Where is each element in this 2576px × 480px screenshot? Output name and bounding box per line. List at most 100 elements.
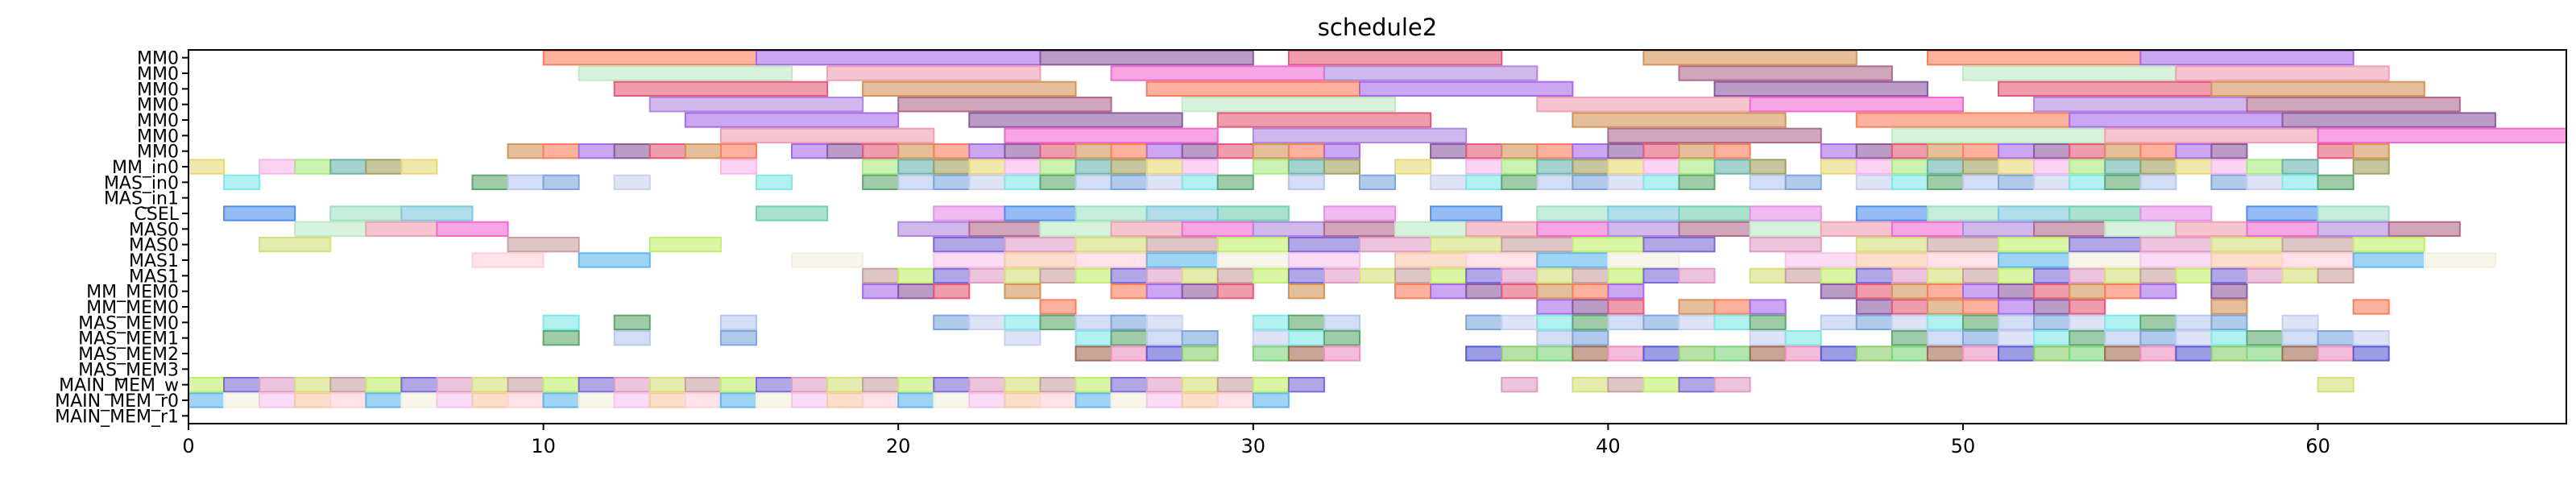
- task-bar: [1039, 174, 1077, 190]
- task-bar: [542, 392, 580, 408]
- task-bar: [1039, 314, 1077, 331]
- task-bar: [1961, 267, 2000, 284]
- task-bar: [933, 237, 1006, 253]
- task-bar: [1252, 314, 1290, 331]
- task-bar: [1961, 283, 2000, 300]
- task-bar: [1855, 267, 1893, 284]
- task-bar: [648, 97, 864, 113]
- task-bar: [862, 143, 900, 159]
- task-bar: [1110, 330, 1148, 346]
- task-bar: [400, 159, 438, 175]
- task-bar: [2033, 330, 2071, 346]
- task-bar: [1784, 267, 1822, 284]
- task-bar: [1607, 159, 1645, 175]
- task-bar: [2069, 346, 2106, 362]
- x-tick-label: 50: [1951, 435, 1976, 457]
- task-bar: [2139, 159, 2177, 175]
- row-label: MAIN_MEM_w: [59, 376, 179, 396]
- task-bar: [2139, 283, 2177, 300]
- task-bar: [1820, 221, 1893, 238]
- task-bar: [1181, 174, 1219, 190]
- task-bar: [1855, 299, 1893, 315]
- task-bar: [1536, 314, 1574, 331]
- task-bar: [1252, 143, 1290, 159]
- task-bar: [1181, 330, 1219, 346]
- task-bar: [933, 314, 971, 331]
- task-bar: [2210, 252, 2284, 268]
- task-bar: [1926, 237, 2000, 253]
- task-bar: [329, 377, 367, 393]
- task-bar: [2175, 221, 2248, 238]
- task-bar: [1998, 346, 2036, 362]
- task-bar: [1678, 205, 1751, 221]
- task-bar: [755, 377, 793, 393]
- task-bar: [897, 221, 971, 238]
- task-bar: [1891, 174, 1928, 190]
- task-bar: [2104, 346, 2142, 362]
- task-bar: [1572, 112, 1787, 128]
- task-bar: [1110, 314, 1148, 331]
- task-bar: [1287, 174, 1325, 190]
- row-label: MAS1: [129, 267, 179, 287]
- task-bar: [1110, 377, 1148, 393]
- task-bar: [1110, 283, 1148, 300]
- task-bar: [1749, 174, 1787, 190]
- task-bar: [1252, 159, 1290, 175]
- task-bar: [188, 159, 226, 175]
- task-bar: [1394, 283, 1432, 300]
- task-bar: [2104, 143, 2142, 159]
- task-bar: [933, 174, 971, 190]
- task-bar: [1394, 221, 1468, 238]
- task-bar: [1926, 283, 1964, 300]
- task-bar: [436, 392, 474, 408]
- task-bar: [1145, 159, 1183, 175]
- task-bar: [1252, 267, 1290, 284]
- task-bar: [1607, 205, 1680, 221]
- task-bar: [2069, 267, 2106, 284]
- task-bar: [968, 159, 1006, 175]
- task-bar: [1926, 267, 1964, 284]
- task-bar: [188, 392, 226, 408]
- task-bar: [2139, 143, 2177, 159]
- task-bar: [719, 377, 757, 393]
- task-bar: [2246, 205, 2319, 221]
- task-bar: [1004, 127, 1219, 143]
- task-bar: [1891, 267, 1928, 284]
- row-label: CSEL: [135, 205, 180, 225]
- task-bar: [1501, 377, 1539, 393]
- task-bar: [436, 377, 474, 393]
- task-bar: [1536, 299, 1574, 315]
- task-bar: [1607, 252, 1680, 268]
- task-bar: [1181, 221, 1254, 238]
- task-bar: [1465, 267, 1503, 284]
- task-bar: [1252, 346, 1290, 362]
- task-bar: [1145, 174, 1183, 190]
- task-bar: [2175, 65, 2390, 81]
- task-bar: [968, 112, 1183, 128]
- task-bar: [1891, 143, 1928, 159]
- task-bar: [1749, 299, 1787, 315]
- task-bar: [719, 127, 935, 143]
- task-bar: [2246, 330, 2284, 346]
- row-label: MM0: [137, 126, 179, 147]
- task-bar: [471, 174, 509, 190]
- task-bar: [1607, 346, 1645, 362]
- task-bar: [1323, 330, 1360, 346]
- task-bar: [259, 237, 332, 253]
- task-bar: [1216, 267, 1254, 284]
- task-bar: [365, 377, 403, 393]
- task-bar: [2281, 112, 2496, 128]
- task-bar: [1394, 252, 1468, 268]
- task-bar: [613, 377, 651, 393]
- task-bar: [2104, 127, 2319, 143]
- row-label: MM0: [137, 96, 179, 116]
- task-bar: [2104, 159, 2142, 175]
- task-bar: [1678, 65, 1893, 81]
- task-bar: [1181, 346, 1219, 362]
- task-bar: [862, 81, 1077, 97]
- row-label: MAS1: [129, 251, 179, 271]
- task-bar: [933, 252, 1006, 268]
- task-bar: [968, 314, 1006, 331]
- task-bar: [1465, 283, 1503, 300]
